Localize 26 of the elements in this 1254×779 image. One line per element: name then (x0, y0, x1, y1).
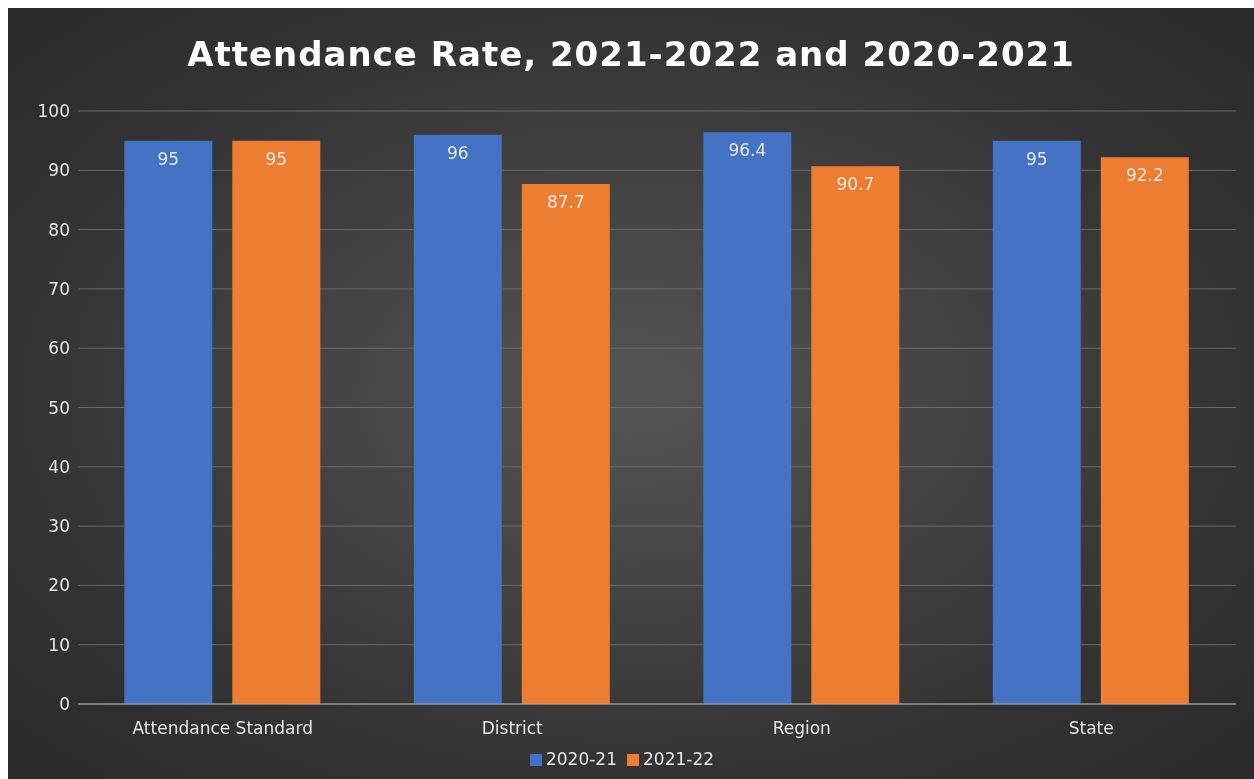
y-tick-label: 70 (48, 278, 70, 299)
data-label: 96 (447, 142, 469, 163)
y-tick-label: 10 (48, 634, 70, 655)
y-tick-label: 50 (48, 397, 70, 418)
chart-title: Attendance Rate, 2021-2022 and 2020-2021 (186, 34, 1076, 74)
x-tick-label: Attendance Standard (132, 718, 313, 739)
data-label: 92.2 (1125, 165, 1164, 186)
data-label: 90.7 (836, 174, 875, 195)
x-tick-label: District (481, 718, 544, 739)
x-tick-label: Region (772, 718, 831, 739)
y-tick-label: 90 (48, 160, 70, 181)
data-label: 96.4 (728, 140, 767, 161)
y-tick-label: 20 (48, 575, 70, 596)
y-tick-label: 0 (59, 694, 70, 715)
y-tick-label: 30 (48, 516, 70, 537)
x-tick-label: State (1068, 718, 1114, 739)
data-label: 95 (265, 148, 288, 169)
data-label: 95 (1026, 148, 1048, 169)
y-tick-label: 60 (48, 338, 70, 359)
legend-label: 2020-21 (545, 749, 617, 769)
y-tick-label: 40 (48, 456, 70, 477)
legend-label: 2021-22 (643, 749, 715, 769)
y-tick-label: 80 (48, 219, 70, 240)
data-label: 95 (157, 148, 180, 169)
data-label: 87.7 (546, 192, 585, 213)
y-tick-label: 100 (37, 101, 70, 122)
